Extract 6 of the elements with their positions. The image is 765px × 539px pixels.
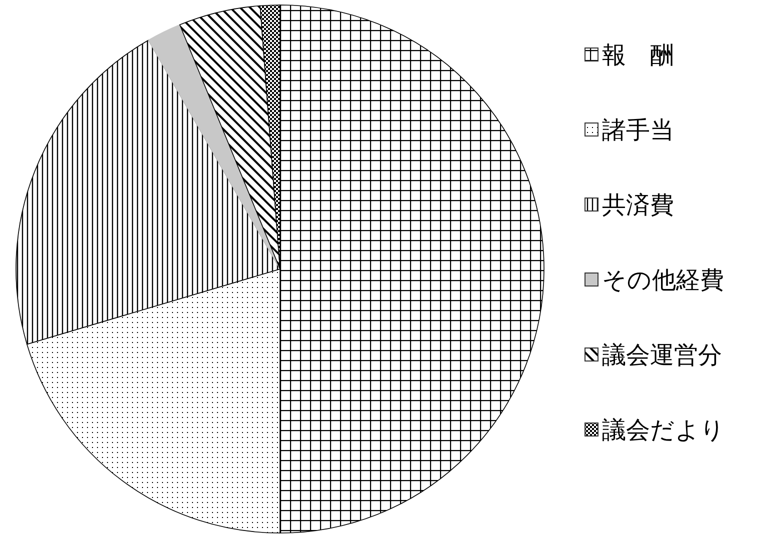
legend-label: 報 酬 (602, 41, 674, 69)
legend-label: 諸手当 (602, 116, 674, 144)
legend-label: 議会だより (602, 416, 725, 444)
legend-label: 共済費 (602, 191, 674, 219)
legend-label: 議会運営分 (602, 341, 722, 369)
legend-label: その他経費 (602, 266, 724, 294)
